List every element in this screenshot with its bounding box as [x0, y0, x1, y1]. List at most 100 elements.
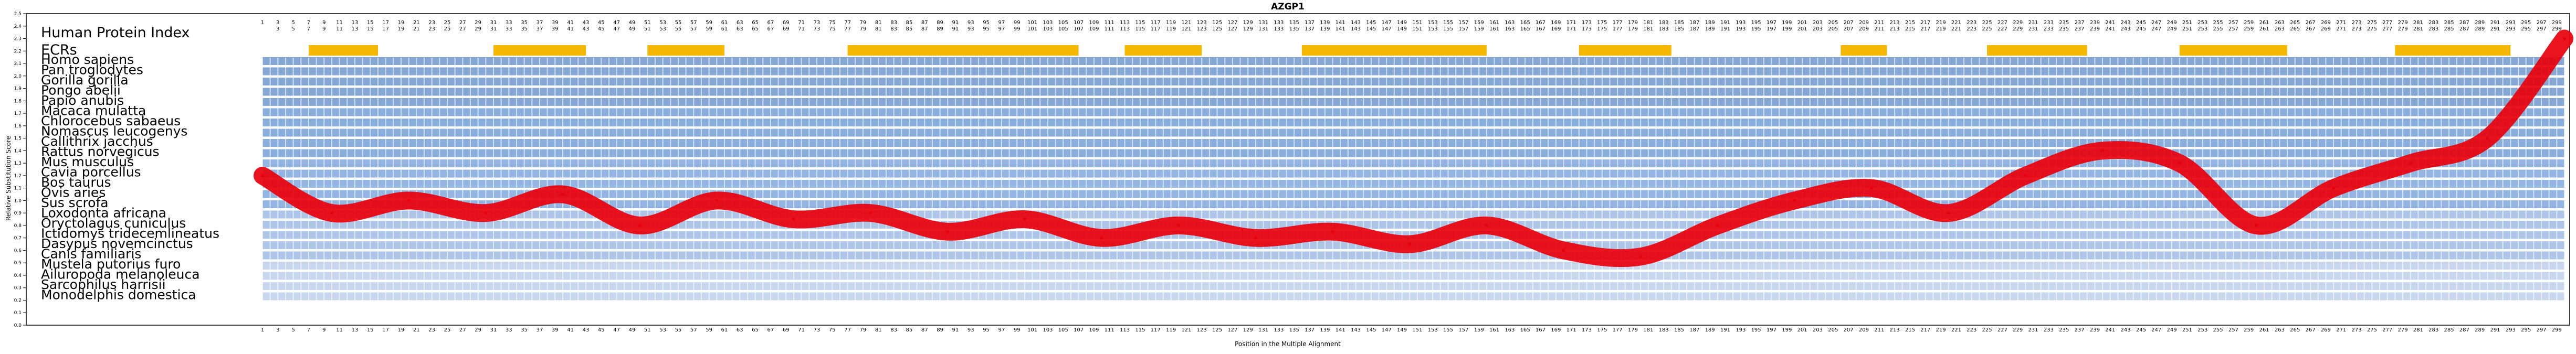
- y-tick-label: 1.2: [14, 174, 22, 179]
- x-tick-label-top: 39: [552, 26, 559, 32]
- x-tick-label-bottom: 95: [983, 327, 990, 333]
- residue-gap: [1332, 58, 1333, 304]
- x-tick-label-bottom: 199: [1782, 327, 1792, 333]
- residue-gap: [2279, 58, 2280, 304]
- x-tick-label-bottom: 7: [307, 327, 310, 333]
- residue-gap: [1170, 58, 1172, 304]
- residue-gap: [577, 58, 579, 304]
- residue-gap: [962, 58, 964, 304]
- x-tick-label-top: 93: [968, 26, 974, 32]
- residue-gap: [2294, 58, 2296, 304]
- residue-gap: [662, 58, 664, 304]
- x-tick-label-top: 27: [459, 26, 466, 32]
- x-tick-label-top: 295: [2521, 20, 2531, 26]
- x-tick-label-bottom: 13: [352, 327, 359, 333]
- ecr-region: [2179, 45, 2288, 56]
- residue-gap: [2117, 58, 2119, 304]
- x-tick-label-top: 5: [291, 26, 295, 32]
- residue-gap: [1132, 58, 1133, 304]
- x-tick-label-top: 251: [2182, 26, 2192, 32]
- x-tick-label-top: 259: [2244, 26, 2254, 32]
- residue-gap: [2417, 58, 2419, 304]
- residue-gap: [546, 58, 548, 304]
- species-label: Mustela putorius furo: [41, 256, 181, 272]
- x-tick-label-bottom: 121: [1181, 327, 1191, 333]
- series-group: [254, 29, 2573, 267]
- x-tick-label-top: 73: [814, 26, 821, 32]
- x-tick-label-bottom: 277: [2382, 327, 2392, 333]
- residue-gap: [1155, 58, 1156, 304]
- residue-gap: [693, 58, 695, 304]
- x-tick-label-top: 285: [2444, 26, 2454, 32]
- ecr-region: [493, 45, 586, 56]
- residue-gap: [439, 58, 440, 304]
- y-tick-label: 0.0: [14, 323, 22, 328]
- x-tick-label-bottom: 133: [1274, 327, 1284, 333]
- x-tick-label-top: 195: [1751, 26, 1761, 32]
- x-tick-label-bottom: 55: [675, 327, 682, 333]
- residue-gap: [2317, 58, 2319, 304]
- residue-gap: [1301, 58, 1302, 304]
- x-tick-label-top: 137: [1305, 26, 1315, 32]
- x-tick-label-top: 223: [1967, 26, 1976, 32]
- x-tick-label-bottom: 193: [1736, 327, 1746, 333]
- x-tick-label-top: 263: [2275, 26, 2285, 32]
- y-tick-label: 0.8: [14, 223, 22, 229]
- x-tick-label-bottom: 11: [336, 327, 343, 333]
- x-tick-label-top: 207: [1844, 20, 1854, 26]
- x-tick-label-bottom: 127: [1227, 327, 1237, 333]
- residue-gap: [1109, 58, 1110, 304]
- x-tick-label-top: 255: [2213, 20, 2223, 26]
- residue-gap: [1470, 58, 1472, 304]
- residue-gap: [1517, 58, 1518, 304]
- residue-gap: [2102, 58, 2104, 304]
- y-tick-label: 1.0: [14, 198, 22, 203]
- x-tick-label-top: 269: [2321, 26, 2331, 32]
- x-tick-label-top: 275: [2367, 20, 2377, 26]
- x-tick-label-top: 111: [1105, 20, 1114, 26]
- x-tick-label-top: 261: [2259, 26, 2269, 32]
- x-tick-label-top: 95: [983, 26, 990, 32]
- x-tick-label-top: 293: [2506, 20, 2516, 26]
- residue-gap: [1478, 58, 1480, 304]
- residue-gap: [947, 58, 949, 304]
- species-label: Homo sapiens: [41, 52, 134, 67]
- x-tick-label-top: 3: [276, 20, 279, 26]
- x-tick-label-top: 23: [428, 20, 435, 26]
- residue-gap: [2256, 58, 2257, 304]
- residue-gap: [1178, 58, 1180, 304]
- residue-gap: [1794, 58, 1795, 304]
- x-tick-label-top: 227: [1997, 20, 2007, 26]
- x-tick-label-bottom: 33: [506, 327, 512, 333]
- x-tick-label-bottom: 263: [2275, 327, 2285, 333]
- y-tick-label: 0.4: [14, 273, 22, 278]
- x-tick-label-bottom: 209: [1859, 327, 1869, 333]
- residue-gap: [2056, 58, 2057, 304]
- x-tick-label-top: 109: [1089, 26, 1099, 32]
- x-tick-label-bottom: 31: [490, 327, 497, 333]
- residue-gap: [1994, 58, 1995, 304]
- x-tick-label-top: 235: [2059, 26, 2069, 32]
- x-tick-label-bottom: 255: [2213, 327, 2223, 333]
- x-tick-label-top: 259: [2244, 20, 2254, 26]
- residue-gap: [2448, 58, 2450, 304]
- residue-gap: [1817, 58, 1818, 304]
- y-tick-label: 0.2: [14, 298, 22, 303]
- x-tick-label-bottom: 213: [1890, 327, 1900, 333]
- x-tick-label-bottom: 229: [2013, 327, 2023, 333]
- x-tick-label-top: 137: [1305, 20, 1315, 26]
- species-label: Canis familiaris: [41, 246, 141, 262]
- residue-gap: [2225, 58, 2226, 304]
- x-tick-label-top: 139: [1320, 26, 1330, 32]
- y-axis: 0.0 0.1 0.2 0.3 0.4 0.5 0.6 0.7 0.8 0.9 1.0 1.1 1.2 1…: [14, 12, 26, 328]
- ecr-region: [1841, 45, 1887, 56]
- x-tick-label-top: 157: [1458, 20, 1468, 26]
- x-tick-label-top: 191: [1720, 20, 1730, 26]
- species-label: Gorilla gorilla: [41, 72, 129, 88]
- residue-gap: [824, 58, 825, 304]
- y-tick-label: 1.8: [14, 99, 22, 104]
- species-label: Ovis aries: [41, 185, 106, 200]
- residue-gap: [585, 58, 586, 304]
- x-tick-label-bottom: 163: [1505, 327, 1515, 333]
- x-tick-label-top: 53: [659, 20, 666, 26]
